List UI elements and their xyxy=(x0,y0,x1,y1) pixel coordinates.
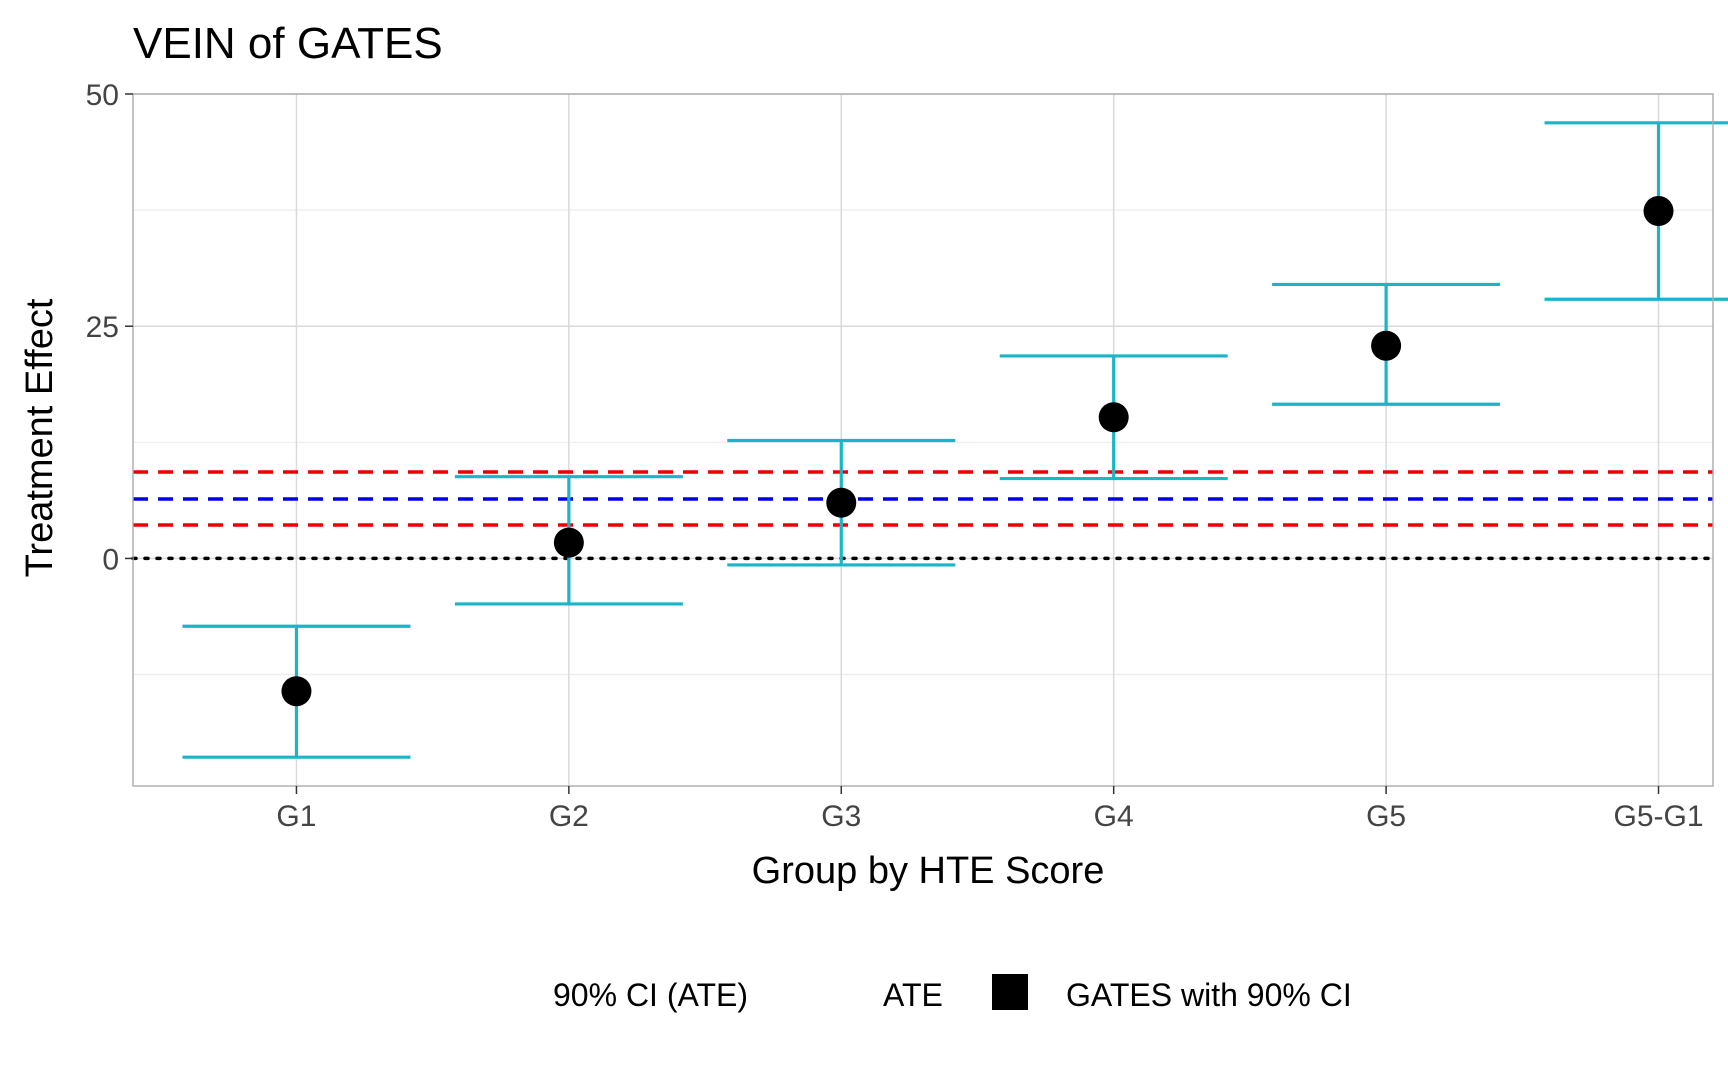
gates-point xyxy=(553,527,584,558)
y-tick-label: 50 xyxy=(86,79,119,112)
y-tick-label: 25 xyxy=(86,311,119,344)
x-tick-label: G5-G1 xyxy=(1614,800,1704,833)
gates-point xyxy=(281,676,312,707)
x-axis: G1 G2 G3 G4 G5 G5-G1 xyxy=(276,786,1704,833)
x-axis-label: Group by HTE Score xyxy=(752,850,1105,892)
gates-point xyxy=(1643,196,1674,227)
error-bars xyxy=(182,121,1728,759)
gates-point xyxy=(1098,402,1129,433)
panel-border xyxy=(132,93,1714,787)
reference-lines xyxy=(131,470,1715,561)
legend-key-gates xyxy=(992,974,1028,1010)
legend-label-gates: GATES with 90% CI xyxy=(1066,977,1352,1013)
y-axis-label: Treatment Effect xyxy=(19,298,61,577)
gates-point xyxy=(826,487,857,518)
legend-label-ate-ci: 90% CI (ATE) xyxy=(553,977,748,1013)
gates-points xyxy=(281,196,1674,707)
y-tick-label: 0 xyxy=(102,543,119,576)
y-axis: 0 25 50 xyxy=(86,79,133,576)
legend: 90% CI (ATE) ATE GATES with 90% CI xyxy=(553,974,1352,1013)
gates-point xyxy=(1371,330,1402,361)
x-tick-label: G5 xyxy=(1366,800,1406,833)
x-tick-label: G1 xyxy=(276,800,316,833)
x-tick-label: G2 xyxy=(549,800,589,833)
x-tick-label: G4 xyxy=(1094,800,1134,833)
chart-title: VEIN of GATES xyxy=(133,19,443,68)
legend-label-ate: ATE xyxy=(883,977,943,1013)
x-tick-label: G3 xyxy=(821,800,861,833)
